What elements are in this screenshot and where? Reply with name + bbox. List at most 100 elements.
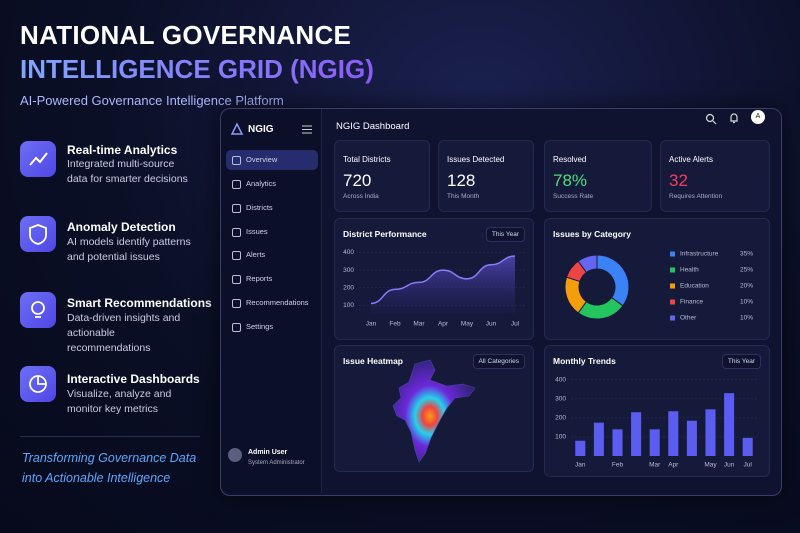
value-label: 25%	[740, 267, 753, 274]
stat-label: Total Districts	[343, 155, 391, 164]
nav-item[interactable]: Issues	[226, 222, 318, 242]
area	[371, 256, 515, 314]
nav-label: Districts	[246, 203, 273, 212]
legend-swatch	[670, 251, 675, 257]
x-tick-label: Mar	[649, 462, 661, 469]
x-tick-label: Jun	[486, 321, 497, 328]
feature-icon	[20, 141, 56, 177]
bar	[575, 440, 586, 456]
x-tick-label: Jan	[366, 321, 377, 328]
panel: Issues by Category Infrastructure 35% Heal…	[544, 218, 770, 340]
stat-label: Issues Detected	[447, 155, 505, 164]
line	[370, 255, 516, 305]
nav-label: Analytics	[246, 179, 277, 188]
panel-title: Monthly Trends	[553, 356, 616, 366]
nav-label: Settings	[246, 322, 274, 331]
legend-label: Health	[680, 267, 699, 274]
feature-title: Interactive Dashboards	[67, 372, 200, 386]
bar	[631, 412, 642, 456]
nav-item[interactable]: Analytics	[226, 174, 318, 194]
dropdown[interactable]: This Year	[721, 354, 761, 369]
stat-card: Resolved 78% Success Rate	[544, 140, 652, 212]
y-tick-label: 400	[343, 249, 354, 256]
stat-value: 128	[447, 171, 476, 190]
dropdown[interactable]: This Year	[485, 227, 525, 242]
legend-label: Finance	[680, 299, 704, 306]
feature-description: Integrated multi-source data for smarter…	[67, 158, 188, 185]
stat-value: 32	[669, 171, 688, 190]
y-tick-label: 200	[555, 415, 566, 422]
bar	[742, 437, 753, 456]
bar	[612, 429, 623, 456]
stat-note: Across India	[343, 193, 379, 200]
bar	[686, 420, 697, 456]
bar-chart: 100 200 300 400 Jan Feb Mar Apr May Jun Jul	[555, 377, 757, 469]
stat-card: Active Alerts 32 Requires Attention	[660, 140, 770, 212]
legend-swatch	[670, 299, 675, 305]
stat-label: Resolved	[553, 155, 587, 164]
nav-label: Alerts	[246, 250, 266, 259]
nav-item[interactable]: Recommendations	[226, 293, 318, 313]
nav-icon	[232, 323, 241, 332]
panel-title: District Performance	[343, 229, 427, 239]
stat-label: Active Alerts	[669, 155, 714, 164]
nav-icon	[232, 299, 241, 308]
feature-description: Data-driven insights and actionable reco…	[67, 312, 181, 354]
donut-slice	[577, 254, 598, 274]
user-avatar	[228, 448, 242, 462]
y-tick-label: 300	[555, 396, 566, 403]
feature-description: Visualize, analyze and monitor key metri…	[67, 388, 172, 415]
x-tick-label: Feb	[389, 321, 401, 328]
nav-item[interactable]: Overview	[226, 150, 318, 170]
logo-icon	[230, 122, 244, 135]
dashboard-title: NGIG Dashboard	[336, 121, 410, 132]
bar	[724, 393, 735, 456]
search-button[interactable]	[705, 113, 717, 125]
nav-icon	[232, 251, 241, 260]
stat-note: Success Rate	[553, 193, 594, 200]
panel-title: Issue Heatmap	[343, 356, 403, 366]
nav-item[interactable]: Alerts	[226, 245, 318, 265]
panel-title: Issues by Category	[553, 229, 631, 239]
stat-value: 720	[343, 171, 372, 190]
nav-label: Issues	[246, 227, 268, 236]
menu-button[interactable]	[302, 125, 312, 134]
line-chart: 100 200 300 400 Jan Feb Mar Apr May Jun Jul	[343, 249, 527, 328]
feature-title: Real-time Analytics	[67, 143, 178, 157]
x-tick-label: Jan	[575, 462, 586, 469]
y-tick-label: 100	[555, 434, 566, 441]
user-name: Admin User	[248, 449, 288, 456]
tagline: Transforming Governance Data into Action…	[22, 451, 197, 485]
notification-button[interactable]	[728, 112, 740, 124]
nav-label: Overview	[246, 155, 278, 164]
value-label: 10%	[740, 315, 753, 322]
nav-item[interactable]: Reports	[226, 269, 318, 289]
title: NATIONAL GOVERNANCE	[20, 20, 352, 50]
nav-label: Recommendations	[246, 298, 309, 307]
nav-icon	[232, 228, 241, 237]
nav-item[interactable]: Districts	[226, 198, 318, 218]
y-tick-label: 300	[343, 267, 354, 274]
legend-label: Infrastructure	[680, 251, 719, 258]
panel: Issue Heatmap All Categories	[334, 345, 534, 472]
bar	[668, 411, 679, 456]
avatar[interactable]: A	[751, 110, 765, 124]
feature-icon	[20, 292, 56, 328]
stat-value: 78%	[553, 171, 588, 190]
dropdown[interactable]: All Categories	[472, 354, 525, 369]
stat-note: Requires Attention	[669, 193, 723, 200]
donut-chart: Infrastructure 35% Health 25% Education 20% Fi…	[564, 251, 753, 322]
heatmap-map	[392, 359, 476, 463]
nav-icon	[232, 156, 241, 165]
sidebar	[221, 109, 322, 493]
legend-swatch	[670, 267, 675, 273]
x-tick-label: May	[704, 462, 717, 469]
nav-icon	[232, 180, 241, 189]
y-tick-label: 200	[343, 284, 354, 291]
nav-item[interactable]: Settings	[226, 317, 318, 337]
user-role: System Administrator	[248, 460, 305, 466]
subtitle: AI-Powered Governance Intelligence Platf…	[20, 93, 284, 108]
legend-swatch	[670, 283, 675, 289]
bar	[593, 422, 604, 456]
